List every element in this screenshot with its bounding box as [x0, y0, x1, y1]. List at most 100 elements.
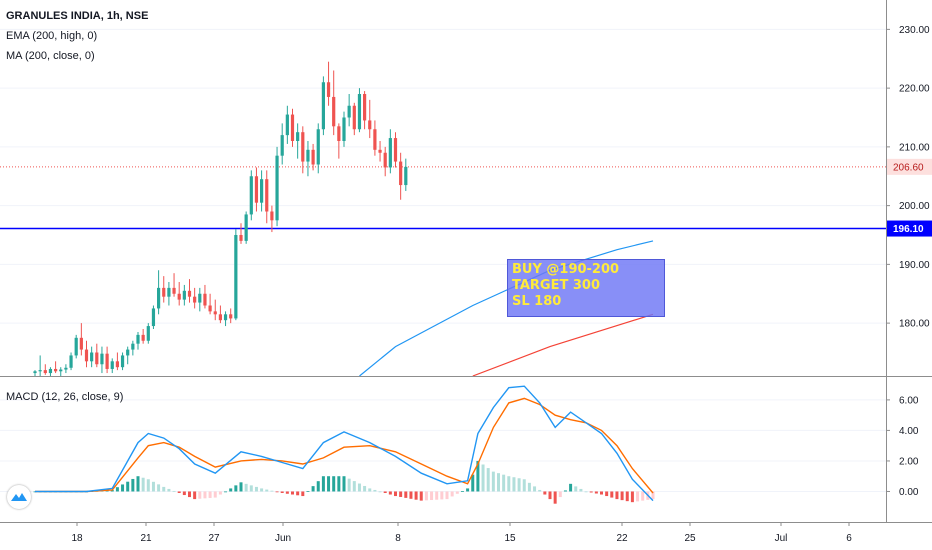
- macd-histogram-bar: [188, 491, 191, 498]
- macd-histogram-bar: [435, 491, 439, 500]
- candle-body: [249, 176, 253, 215]
- macd-histogram-bar: [157, 484, 161, 492]
- macd-histogram-bar: [378, 491, 382, 493]
- macd-line: [35, 385, 654, 502]
- candle-body: [59, 369, 63, 372]
- macd-histogram-bar: [651, 491, 655, 500]
- macd-pane: [33, 385, 655, 504]
- macd-histogram-bar: [260, 488, 264, 492]
- time-tick-label: 18: [71, 533, 83, 544]
- candle-body: [187, 290, 192, 297]
- macd-histogram-bar: [414, 491, 418, 500]
- time-tick-label: 6: [846, 533, 852, 544]
- macd-histogram-bar: [327, 476, 331, 492]
- macd-histogram-bar: [440, 491, 444, 500]
- annotation-sl: SL 180: [512, 294, 562, 309]
- candle-body: [321, 82, 325, 130]
- macd-histogram-bar: [115, 487, 119, 492]
- macd-histogram-bar: [404, 491, 408, 498]
- macd-histogram-bar: [342, 476, 346, 492]
- candle-body: [223, 314, 228, 321]
- candle-body: [105, 353, 109, 369]
- macd-histogram-bar: [285, 491, 289, 494]
- candle-body: [239, 235, 243, 241]
- macd-histogram-bar: [636, 491, 640, 502]
- macd-histogram-bar: [373, 489, 377, 492]
- ema-legend[interactable]: EMA (200, high, 0): [6, 30, 98, 42]
- macd-histogram-bar: [460, 491, 464, 492]
- price-tick-label: 230.00: [899, 25, 930, 36]
- trade-annotation[interactable]: BUY @190-200 TARGET 300 SL 180: [507, 259, 665, 317]
- candle-body: [399, 161, 403, 186]
- macd-histogram-bar: [363, 485, 367, 492]
- candle-body: [33, 371, 37, 374]
- candle-body: [146, 326, 150, 341]
- candle-body: [120, 355, 125, 368]
- macd-histogram-bar: [352, 481, 356, 492]
- candle-body: [296, 132, 300, 141]
- macd-histogram-bar: [244, 483, 248, 492]
- macd-histogram-bar: [311, 486, 315, 492]
- candle-body: [290, 114, 295, 141]
- macd-histogram-bar: [553, 491, 557, 504]
- macd-histogram-bar: [110, 489, 114, 492]
- macd-histogram-bar: [270, 490, 274, 492]
- macd-histogram-bar: [641, 491, 645, 501]
- macd-histogram-bar: [208, 491, 212, 498]
- candle-body: [208, 305, 212, 312]
- macd-histogram-bar: [306, 491, 310, 492]
- signal-line: [35, 397, 654, 494]
- time-tick-label: 25: [684, 533, 696, 544]
- macd-histogram-bar: [203, 491, 207, 499]
- macd-histogram-bar: [497, 473, 500, 492]
- macd-histogram-bar: [151, 481, 155, 492]
- macd-histogram-bar: [383, 491, 387, 493]
- candle-body: [301, 132, 305, 162]
- macd-legend[interactable]: MACD (12, 26, close, 9): [6, 391, 124, 403]
- candle-body: [157, 287, 161, 309]
- candle-body: [182, 290, 186, 300]
- candle-body: [74, 337, 78, 356]
- candle-body: [218, 314, 222, 321]
- candle-body: [352, 105, 356, 130]
- macd-histogram-bar: [466, 488, 470, 492]
- macd-histogram-bar: [600, 491, 603, 495]
- time-tick-label: 15: [504, 533, 516, 544]
- macd-histogram-bar: [146, 479, 150, 492]
- macd-histogram-bar: [172, 490, 176, 492]
- price-label-last: [887, 158, 932, 175]
- macd-histogram-bar: [296, 491, 300, 496]
- macd-histogram-bar: [337, 476, 341, 492]
- macd-histogram-bar: [301, 491, 305, 497]
- ma-legend[interactable]: MA (200, close, 0): [6, 50, 95, 62]
- candle-body: [275, 155, 279, 221]
- macd-histogram-bar: [177, 491, 181, 493]
- candle-body: [193, 296, 197, 303]
- macd-histogram-bar: [265, 489, 269, 492]
- candle-body: [404, 166, 408, 186]
- macd-histogram-bar: [182, 491, 186, 496]
- macd-histogram-bar: [347, 478, 351, 492]
- candle-body: [213, 311, 217, 315]
- price-tick-label: 210.00: [899, 142, 930, 153]
- macd-histogram-bar: [517, 478, 521, 492]
- candle-body: [151, 308, 156, 327]
- time-tick-label: 8: [395, 533, 401, 544]
- candle-body: [177, 293, 181, 300]
- price-label-support: [887, 220, 932, 237]
- candle-body: [48, 368, 53, 374]
- macd-histogram-bar: [234, 485, 238, 492]
- macd-histogram-bar: [589, 491, 593, 493]
- tradingview-logo-icon[interactable]: [7, 485, 31, 509]
- macd-histogram-bar: [316, 481, 320, 492]
- macd-histogram-bar: [625, 491, 629, 502]
- macd-histogram-bar: [419, 491, 423, 501]
- macd-histogram-bar: [584, 491, 588, 493]
- macd-histogram-bar: [198, 491, 202, 499]
- candle-body: [54, 368, 58, 372]
- macd-histogram-bar: [594, 491, 598, 494]
- candle-body: [131, 343, 135, 350]
- candle-body: [306, 149, 310, 162]
- macd-histogram-bar: [368, 488, 372, 492]
- candle-body: [203, 293, 207, 306]
